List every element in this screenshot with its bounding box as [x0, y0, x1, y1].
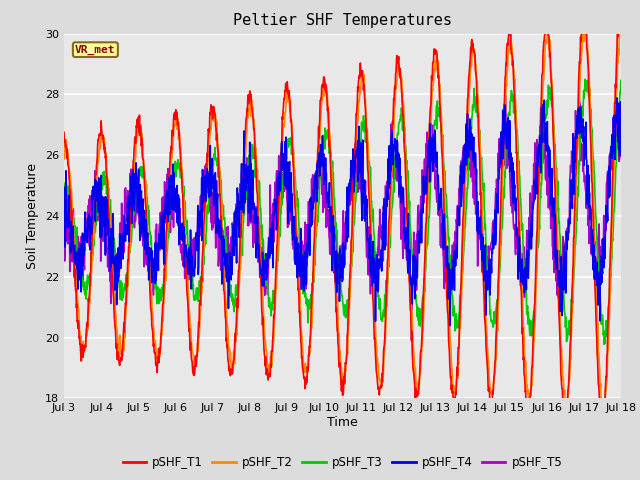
pSHF_T5	[552, 244, 559, 250]
pSHF_T5	[408, 307, 416, 313]
pSHF_T3	[246, 153, 254, 159]
pSHF_T1	[429, 60, 436, 65]
Text: VR_met: VR_met	[75, 45, 116, 55]
pSHF_T3	[617, 77, 625, 83]
pSHF_T2	[170, 124, 178, 130]
pSHF_T1	[184, 300, 191, 305]
pSHF_T3	[581, 76, 589, 82]
pSHF_T2	[502, 107, 509, 113]
Line: pSHF_T2: pSHF_T2	[64, 23, 621, 414]
pSHF_T2	[551, 149, 559, 155]
Y-axis label: Soil Temperature: Soil Temperature	[26, 163, 39, 269]
pSHF_T5	[502, 93, 509, 98]
pSHF_T2	[429, 88, 436, 94]
pSHF_T1	[246, 89, 254, 95]
pSHF_T4	[429, 168, 436, 174]
Line: pSHF_T5: pSHF_T5	[64, 96, 621, 310]
pSHF_T1	[598, 421, 605, 427]
Title: Peltier SHF Temperatures: Peltier SHF Temperatures	[233, 13, 452, 28]
pSHF_T5	[429, 122, 437, 128]
pSHF_T2	[617, 20, 625, 26]
pSHF_T3	[60, 180, 68, 186]
pSHF_T2	[184, 273, 191, 279]
pSHF_T3	[502, 159, 509, 165]
pSHF_T4	[613, 95, 621, 101]
pSHF_T3	[170, 175, 178, 180]
pSHF_T4	[184, 263, 191, 268]
pSHF_T5	[246, 198, 254, 204]
pSHF_T4	[446, 323, 454, 328]
Line: pSHF_T3: pSHF_T3	[64, 79, 621, 344]
pSHF_T1	[502, 72, 509, 78]
pSHF_T1	[60, 130, 68, 135]
pSHF_T2	[580, 20, 588, 25]
pSHF_T1	[170, 113, 178, 119]
pSHF_T2	[599, 411, 607, 417]
pSHF_T4	[170, 207, 178, 213]
pSHF_T1	[551, 178, 559, 184]
pSHF_T3	[551, 143, 559, 149]
pSHF_T4	[502, 120, 509, 125]
pSHF_T2	[246, 96, 254, 102]
pSHF_T4	[551, 212, 559, 217]
pSHF_T1	[617, 9, 625, 14]
pSHF_T3	[184, 240, 191, 246]
pSHF_T4	[246, 179, 254, 184]
Legend: pSHF_T1, pSHF_T2, pSHF_T3, pSHF_T4, pSHF_T5: pSHF_T1, pSHF_T2, pSHF_T3, pSHF_T4, pSHF…	[118, 452, 567, 474]
pSHF_T3	[600, 341, 608, 347]
pSHF_T5	[184, 276, 191, 282]
Line: pSHF_T4: pSHF_T4	[64, 98, 621, 325]
pSHF_T4	[617, 129, 625, 134]
pSHF_T1	[616, 4, 623, 10]
Line: pSHF_T1: pSHF_T1	[64, 7, 621, 424]
pSHF_T3	[429, 150, 436, 156]
pSHF_T4	[60, 209, 68, 215]
pSHF_T5	[60, 204, 68, 209]
pSHF_T5	[170, 189, 178, 194]
pSHF_T5	[502, 155, 510, 160]
pSHF_T2	[60, 156, 68, 162]
pSHF_T5	[617, 139, 625, 144]
X-axis label: Time: Time	[327, 416, 358, 429]
